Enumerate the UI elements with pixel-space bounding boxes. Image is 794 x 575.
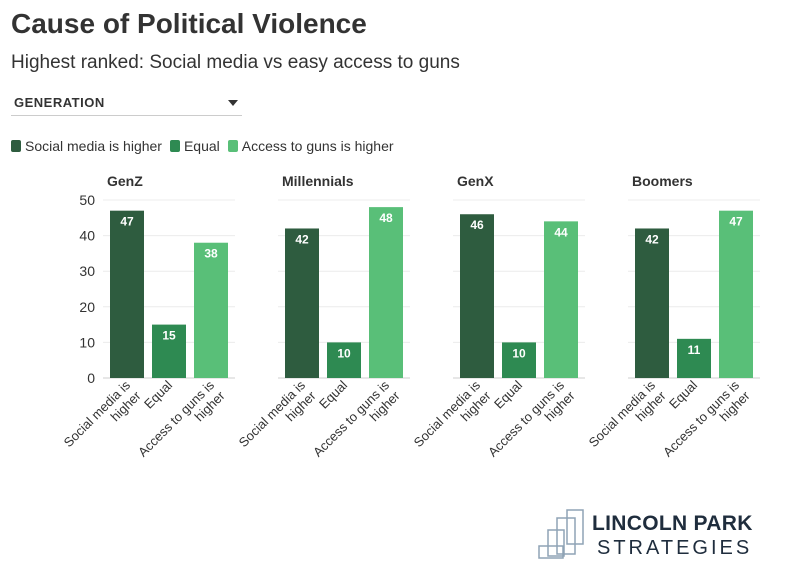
x-tick-label: Social media ishigher bbox=[61, 377, 145, 461]
bar bbox=[460, 214, 494, 378]
legend-item-equal[interactable]: Equal bbox=[169, 138, 220, 154]
data-label: 48 bbox=[379, 211, 393, 225]
bar bbox=[677, 338, 711, 378]
y-tick-label: 10 bbox=[79, 334, 95, 350]
bar bbox=[285, 228, 319, 378]
panel-title: Millennials bbox=[282, 173, 354, 189]
chevron-down-icon bbox=[228, 100, 238, 106]
panel-title: Boomers bbox=[632, 173, 693, 189]
chart-legend: Social media is higher Equal Access to g… bbox=[11, 138, 402, 154]
x-tick-label-line: Equal bbox=[666, 377, 700, 411]
data-label: 15 bbox=[162, 329, 176, 343]
x-tick-label: Equal bbox=[141, 377, 175, 411]
x-tick-label: Social media ishigher bbox=[411, 377, 495, 461]
logo-line-1: LINCOLN PARK bbox=[592, 512, 753, 535]
bar bbox=[544, 221, 578, 378]
data-label: 10 bbox=[337, 346, 351, 360]
data-label: 38 bbox=[204, 247, 218, 261]
page-title: Cause of Political Violence bbox=[11, 8, 367, 39]
logo-mark-icon bbox=[538, 509, 584, 559]
x-tick-label-line: Equal bbox=[316, 377, 350, 411]
legend-swatch bbox=[11, 140, 21, 152]
lincoln-park-logo: LINCOLN PARK STRATEGIES bbox=[537, 508, 757, 564]
data-label: 47 bbox=[729, 215, 743, 229]
bar bbox=[635, 228, 669, 378]
data-label: 47 bbox=[120, 215, 134, 229]
panel-title: GenZ bbox=[107, 173, 143, 189]
x-tick-label: Equal bbox=[666, 377, 700, 411]
x-tick-label: Access to guns ishigher bbox=[310, 377, 403, 470]
bar bbox=[327, 342, 361, 378]
generation-dropdown-label: GENERATION bbox=[14, 95, 105, 110]
bar bbox=[369, 207, 403, 378]
logo-line-2: STRATEGIES bbox=[597, 537, 753, 559]
x-tick-label: Access to guns ishigher bbox=[660, 377, 753, 470]
bar bbox=[152, 324, 186, 378]
bar bbox=[110, 210, 144, 378]
panel-title: GenX bbox=[457, 173, 494, 189]
x-tick-label: Access to guns ishigher bbox=[485, 377, 578, 470]
data-label: 42 bbox=[645, 232, 659, 246]
data-label: 10 bbox=[512, 346, 526, 360]
data-label: 42 bbox=[295, 232, 309, 246]
page-subtitle: Highest ranked: Social media vs easy acc… bbox=[11, 52, 460, 73]
legend-label: Access to guns is higher bbox=[241, 138, 394, 154]
bar bbox=[502, 342, 536, 378]
generation-dropdown[interactable]: GENERATION bbox=[11, 92, 242, 116]
y-tick-label: 0 bbox=[87, 370, 95, 386]
legend-item-social-media[interactable]: Social media is higher bbox=[11, 138, 162, 154]
x-tick-label: Social media ishigher bbox=[586, 377, 670, 461]
y-tick-label: 30 bbox=[79, 263, 95, 279]
data-label: 11 bbox=[688, 343, 701, 357]
x-tick-label: Equal bbox=[316, 377, 350, 411]
legend-label: Social media is higher bbox=[25, 138, 162, 154]
y-tick-label: 20 bbox=[79, 299, 95, 315]
bar-chart: 0 10 20 30 40 50 GenZ 47 Social media ishigher 15… bbox=[61, 173, 760, 470]
x-tick-label: Equal bbox=[491, 377, 525, 411]
bar bbox=[194, 242, 228, 378]
x-tick-label-line: Equal bbox=[141, 377, 175, 411]
y-tick-label: 40 bbox=[79, 228, 95, 244]
legend-item-access-to-guns[interactable]: Access to guns is higher bbox=[227, 138, 394, 154]
legend-label: Equal bbox=[183, 138, 220, 154]
bar bbox=[719, 210, 753, 378]
legend-swatch bbox=[227, 140, 238, 152]
legend-swatch bbox=[169, 140, 180, 152]
x-tick-label-line: Equal bbox=[491, 377, 525, 411]
data-label: 44 bbox=[554, 225, 568, 239]
x-tick-label: Access to guns ishigher bbox=[135, 377, 228, 470]
y-tick-label: 50 bbox=[79, 192, 95, 208]
data-label: 46 bbox=[470, 218, 484, 232]
x-tick-label: Social media ishigher bbox=[236, 377, 320, 461]
